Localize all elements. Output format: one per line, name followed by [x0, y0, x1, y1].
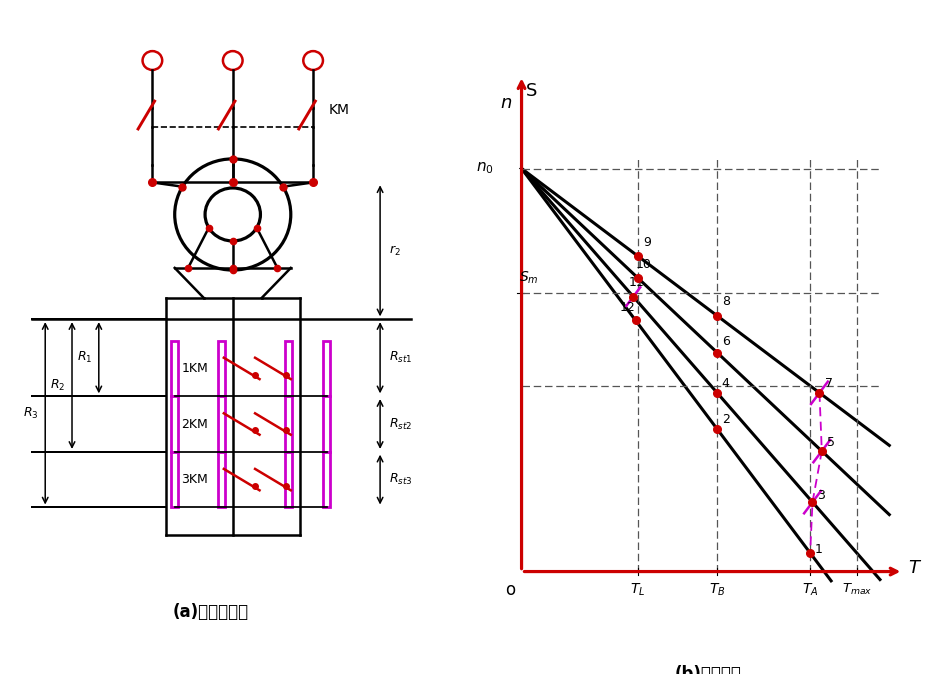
Text: 10: 10	[636, 257, 652, 270]
Text: 12: 12	[619, 301, 635, 314]
FancyBboxPatch shape	[323, 396, 330, 452]
Text: $R_{st1}$: $R_{st1}$	[390, 350, 412, 365]
FancyBboxPatch shape	[171, 452, 179, 508]
Text: $T_A$: $T_A$	[802, 581, 818, 598]
Text: 3KM: 3KM	[181, 473, 208, 486]
Text: 5: 5	[827, 436, 835, 449]
Text: 8: 8	[722, 295, 730, 308]
Text: T: T	[908, 559, 919, 578]
Text: $T_{max}$: $T_{max}$	[842, 582, 872, 597]
Text: 1KM: 1KM	[181, 362, 208, 375]
FancyBboxPatch shape	[323, 340, 330, 396]
Text: $R_{st2}$: $R_{st2}$	[390, 417, 412, 431]
FancyBboxPatch shape	[218, 452, 225, 508]
Text: (b)启动特性: (b)启动特性	[674, 665, 741, 674]
FancyBboxPatch shape	[218, 396, 225, 452]
Text: $R_2$: $R_2$	[50, 378, 66, 393]
FancyBboxPatch shape	[218, 340, 225, 396]
FancyBboxPatch shape	[285, 340, 293, 396]
Text: 6: 6	[722, 334, 730, 348]
Text: 2: 2	[722, 413, 730, 426]
FancyBboxPatch shape	[285, 396, 293, 452]
FancyBboxPatch shape	[323, 452, 330, 508]
Text: (a)原理接线图: (a)原理接线图	[172, 603, 249, 621]
Text: 2KM: 2KM	[181, 417, 208, 431]
Text: $S_m$: $S_m$	[520, 270, 539, 286]
Text: 7: 7	[825, 377, 833, 390]
Text: $R_3$: $R_3$	[23, 406, 39, 421]
Text: $n_0$: $n_0$	[476, 160, 494, 177]
Text: $R_{st3}$: $R_{st3}$	[390, 472, 412, 487]
Text: $R_1$: $R_1$	[77, 350, 92, 365]
Text: 3: 3	[817, 489, 825, 502]
Text: $T_L$: $T_L$	[630, 581, 646, 598]
Text: 1: 1	[815, 543, 823, 556]
Text: 9: 9	[643, 236, 652, 249]
Text: S: S	[526, 82, 538, 100]
Text: $r_2$: $r_2$	[390, 244, 401, 258]
Text: 4: 4	[722, 377, 730, 390]
Text: $T_B$: $T_B$	[709, 581, 726, 598]
FancyBboxPatch shape	[285, 452, 293, 508]
Text: n: n	[501, 94, 512, 112]
Text: KM: KM	[329, 102, 350, 117]
FancyBboxPatch shape	[171, 396, 179, 452]
Text: o: o	[505, 581, 516, 599]
FancyBboxPatch shape	[171, 340, 179, 396]
Text: 11: 11	[629, 276, 644, 289]
